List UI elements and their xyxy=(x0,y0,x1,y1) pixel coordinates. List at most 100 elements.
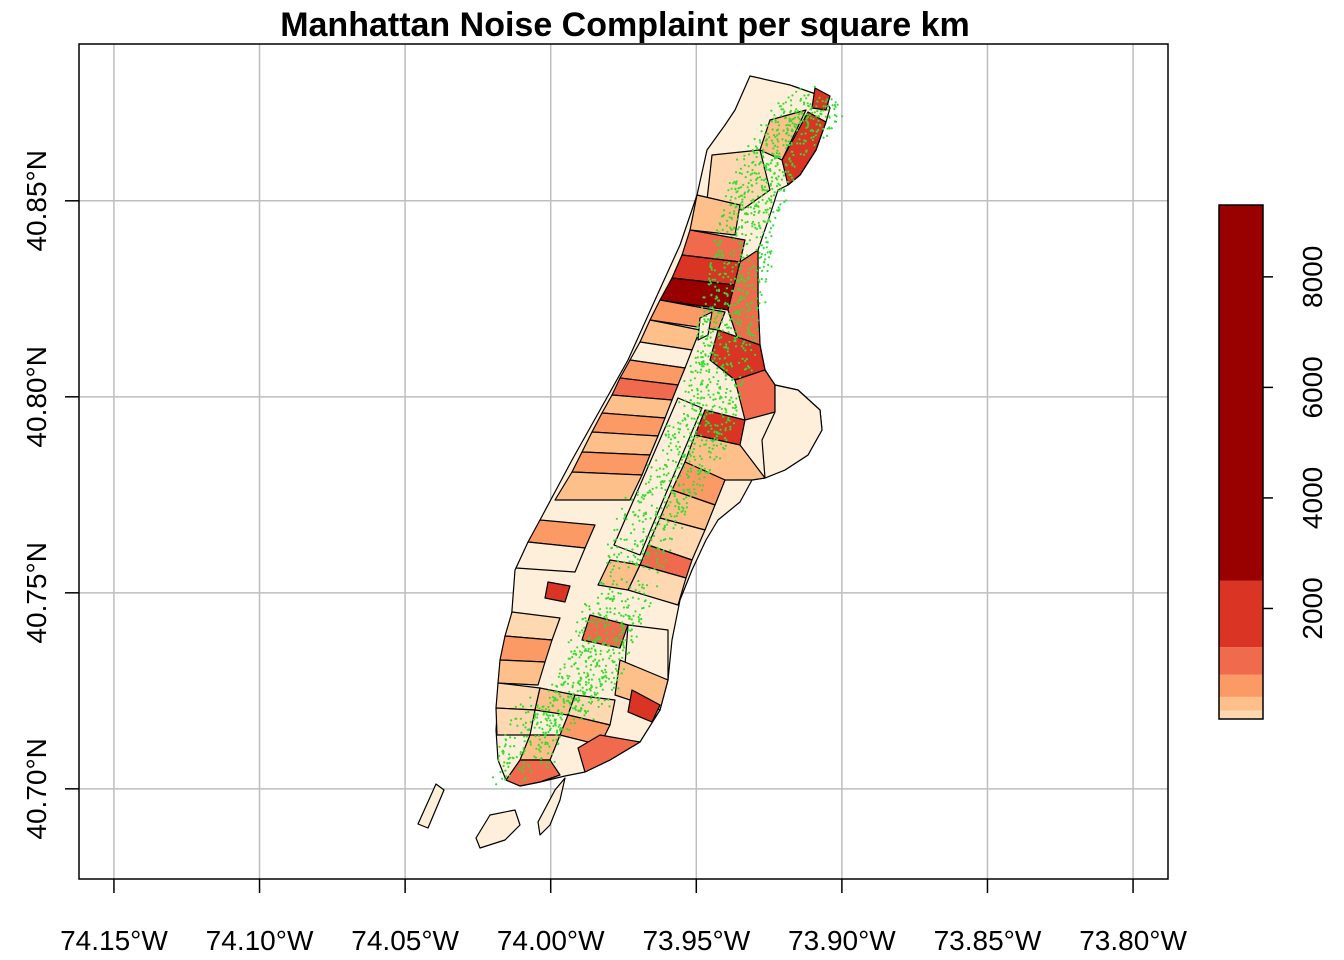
complaint-point xyxy=(788,117,791,120)
complaint-point xyxy=(766,269,769,273)
complaint-point xyxy=(667,458,670,461)
complaint-point xyxy=(683,490,686,493)
complaint-point xyxy=(743,340,746,343)
complaint-point xyxy=(521,705,525,708)
complaint-point xyxy=(621,621,624,624)
tract-uws-8 xyxy=(571,451,651,476)
complaint-point xyxy=(696,356,699,359)
complaint-point xyxy=(638,519,641,522)
complaint-point xyxy=(569,702,572,705)
complaint-point xyxy=(711,306,714,309)
complaint-point xyxy=(523,750,526,753)
complaint-point xyxy=(611,659,614,662)
complaint-point xyxy=(628,651,631,654)
complaint-point xyxy=(757,221,760,224)
complaint-point xyxy=(799,153,802,156)
complaint-point xyxy=(735,180,738,183)
complaint-point xyxy=(754,145,758,148)
complaint-point xyxy=(764,280,767,283)
complaint-point xyxy=(733,249,736,252)
complaint-point xyxy=(658,475,661,478)
complaint-point xyxy=(547,689,550,692)
complaint-point xyxy=(554,721,557,724)
complaint-point xyxy=(687,391,690,394)
complaint-point xyxy=(708,319,712,322)
complaint-point xyxy=(787,123,790,127)
complaint-point xyxy=(692,480,695,483)
complaint-point xyxy=(581,618,584,621)
complaint-point xyxy=(774,157,777,160)
complaint-point xyxy=(576,646,579,649)
complaint-point xyxy=(625,548,628,551)
legend-color-bin xyxy=(1219,580,1263,648)
complaint-point xyxy=(746,213,749,216)
complaint-point xyxy=(727,189,730,192)
complaint-point xyxy=(581,704,584,707)
complaint-point xyxy=(724,378,727,381)
complaint-point xyxy=(764,301,767,304)
complaint-point xyxy=(706,383,710,386)
complaint-point xyxy=(811,138,815,142)
complaint-point xyxy=(709,456,712,459)
complaint-point xyxy=(740,320,743,323)
complaint-point xyxy=(583,671,586,674)
complaint-point xyxy=(682,507,685,510)
complaint-point xyxy=(597,699,600,702)
complaint-point xyxy=(806,121,809,124)
complaint-point xyxy=(571,697,574,700)
complaint-point xyxy=(708,277,711,280)
complaint-point xyxy=(668,424,671,427)
complaint-point xyxy=(690,370,693,373)
complaint-point xyxy=(689,432,692,435)
complaint-point xyxy=(613,660,616,663)
complaint-point xyxy=(762,211,765,214)
y-tick-label: 40.70°N xyxy=(21,738,52,840)
complaint-point xyxy=(785,140,788,143)
complaint-point xyxy=(809,103,812,106)
complaint-point xyxy=(611,598,615,601)
complaint-point xyxy=(664,538,667,541)
complaint-point xyxy=(725,387,728,391)
complaint-point xyxy=(801,119,805,122)
complaint-point xyxy=(753,204,757,208)
complaint-point xyxy=(622,628,625,631)
complaint-point xyxy=(804,132,807,135)
x-tick-label: 73.90°W xyxy=(788,925,896,956)
complaint-point xyxy=(778,132,781,135)
complaint-point xyxy=(559,735,562,738)
complaint-point xyxy=(579,689,582,692)
complaint-point xyxy=(583,639,587,642)
complaint-point xyxy=(595,625,598,628)
complaint-point xyxy=(660,507,663,510)
complaint-point xyxy=(770,176,774,179)
complaint-point xyxy=(694,430,698,433)
complaint-point xyxy=(683,455,686,458)
complaint-point xyxy=(585,688,588,692)
complaint-point xyxy=(702,404,705,407)
complaint-point xyxy=(628,560,631,563)
complaint-point xyxy=(713,404,716,407)
complaint-point xyxy=(562,681,565,684)
complaint-point xyxy=(690,440,693,443)
complaint-point xyxy=(713,256,716,259)
complaint-point xyxy=(601,676,605,679)
complaint-point xyxy=(709,265,712,269)
complaint-point xyxy=(616,556,619,559)
complaint-point xyxy=(714,285,717,288)
complaint-point xyxy=(599,580,602,584)
complaint-point xyxy=(581,686,584,689)
complaint-point xyxy=(716,281,719,284)
complaint-point xyxy=(761,188,764,191)
complaint-point xyxy=(556,742,560,746)
complaint-point xyxy=(770,195,773,198)
complaint-point xyxy=(649,491,652,494)
complaint-point xyxy=(722,446,725,449)
complaint-point xyxy=(758,139,761,142)
complaint-point xyxy=(726,350,729,353)
complaint-point xyxy=(819,109,823,112)
complaint-point xyxy=(729,282,732,285)
complaint-point xyxy=(630,639,633,642)
complaint-point xyxy=(776,138,779,141)
complaint-point xyxy=(717,249,720,252)
complaint-point xyxy=(732,422,736,425)
